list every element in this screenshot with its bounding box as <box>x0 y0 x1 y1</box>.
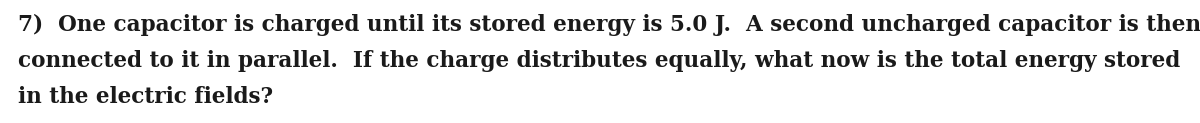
Text: 7)  One capacitor is charged until its stored energy is 5.0 J.  A second uncharg: 7) One capacitor is charged until its st… <box>18 14 1200 36</box>
Text: in the electric fields?: in the electric fields? <box>18 86 274 108</box>
Text: connected to it in parallel.  If the charge distributes equally, what now is the: connected to it in parallel. If the char… <box>18 50 1181 72</box>
